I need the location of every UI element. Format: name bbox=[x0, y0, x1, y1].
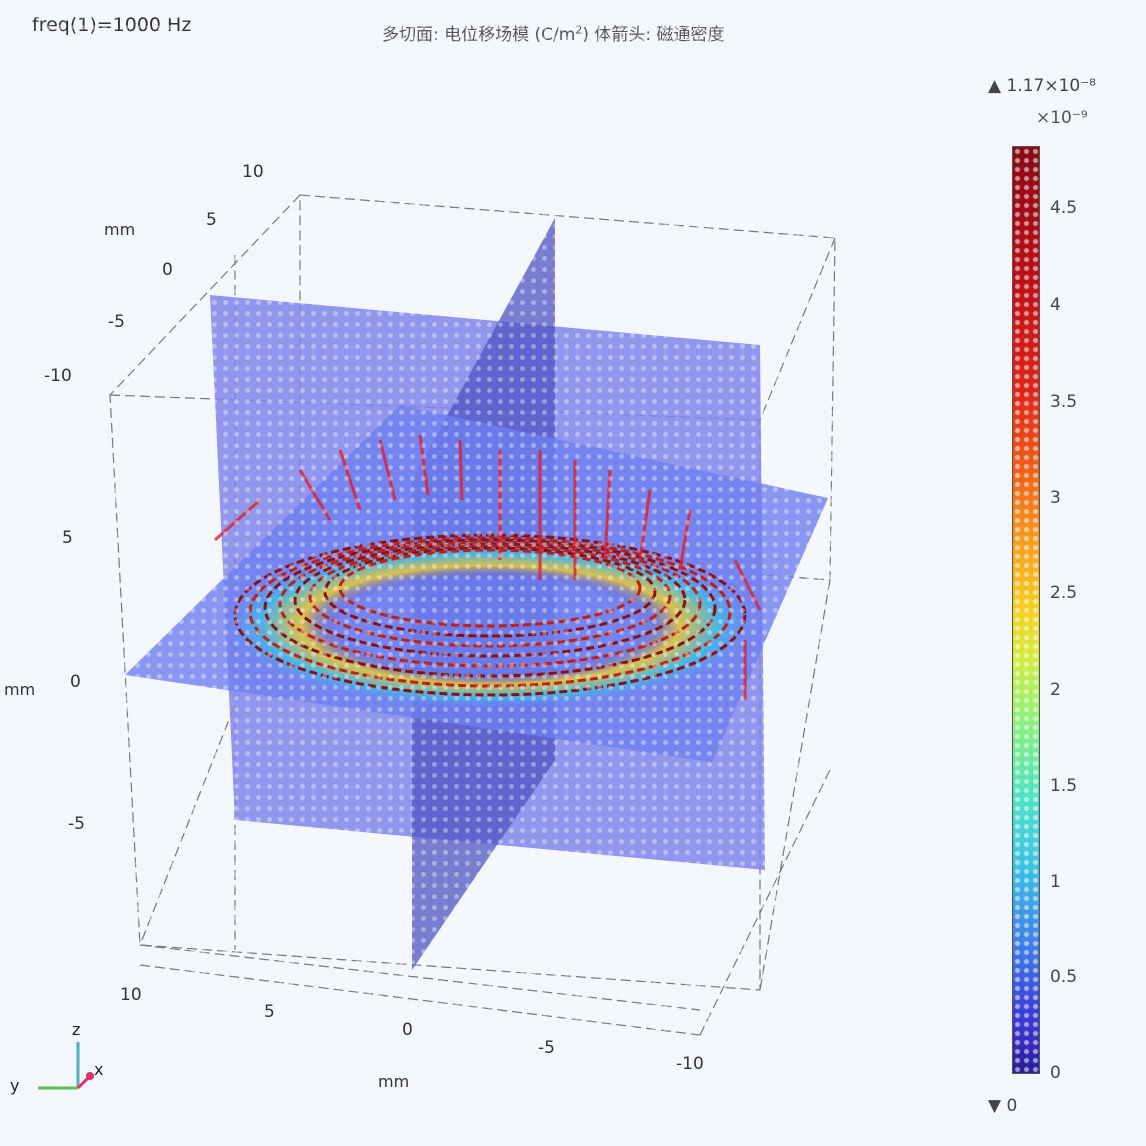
triad-y-label: y bbox=[10, 1076, 20, 1095]
legend-min-value: 0 bbox=[1006, 1096, 1018, 1116]
colorbar-tick: 0.5 bbox=[1050, 967, 1078, 987]
triad-x-label: x bbox=[94, 1060, 104, 1079]
y-unit: mm bbox=[104, 220, 136, 239]
min-arrow-icon: ▼ bbox=[988, 1096, 1002, 1116]
colorbar bbox=[1012, 146, 1040, 1074]
colorbar-tick: 1.5 bbox=[1050, 776, 1078, 796]
legend-exponent: ×10⁻⁹ bbox=[1036, 108, 1088, 128]
colorbar-tick: 4 bbox=[1050, 295, 1061, 315]
legend-max: ▲ 1.17×10⁻⁸ bbox=[988, 76, 1096, 96]
x-tick: -5 bbox=[538, 1038, 555, 1058]
triad-z-label: z bbox=[72, 1020, 81, 1039]
legend-min: ▼ 0 bbox=[988, 1096, 1017, 1116]
colorbar-tick: 4.5 bbox=[1050, 198, 1078, 218]
colorbar-tick: 2.5 bbox=[1050, 583, 1078, 603]
y-tick: 10 bbox=[242, 162, 264, 182]
y-tick: 0 bbox=[162, 260, 173, 280]
x-tick: 0 bbox=[402, 1020, 413, 1040]
colorbar-tick: 3 bbox=[1050, 488, 1061, 508]
colorbar-tick: 0 bbox=[1050, 1063, 1061, 1083]
x-unit: mm bbox=[378, 1072, 410, 1091]
axis-triad-icon bbox=[38, 1042, 94, 1090]
max-arrow-icon: ▲ bbox=[988, 76, 1002, 96]
z-tick: -5 bbox=[68, 814, 85, 834]
y-tick: -10 bbox=[44, 366, 72, 386]
colorbar-tick: 2 bbox=[1050, 680, 1061, 700]
y-tick: -5 bbox=[108, 312, 125, 332]
y-tick: 5 bbox=[206, 210, 217, 230]
x-tick: 5 bbox=[264, 1002, 275, 1022]
z-tick: 0 bbox=[70, 672, 81, 692]
colorbar-tick: 1 bbox=[1050, 872, 1061, 892]
x-tick: -10 bbox=[676, 1054, 704, 1074]
colorbar-tick: 3.5 bbox=[1050, 392, 1078, 412]
legend-max-value: 1.17×10⁻⁸ bbox=[1006, 76, 1096, 96]
x-tick: 10 bbox=[120, 985, 142, 1005]
z-unit: mm bbox=[4, 680, 36, 699]
z-tick: 5 bbox=[62, 528, 73, 548]
